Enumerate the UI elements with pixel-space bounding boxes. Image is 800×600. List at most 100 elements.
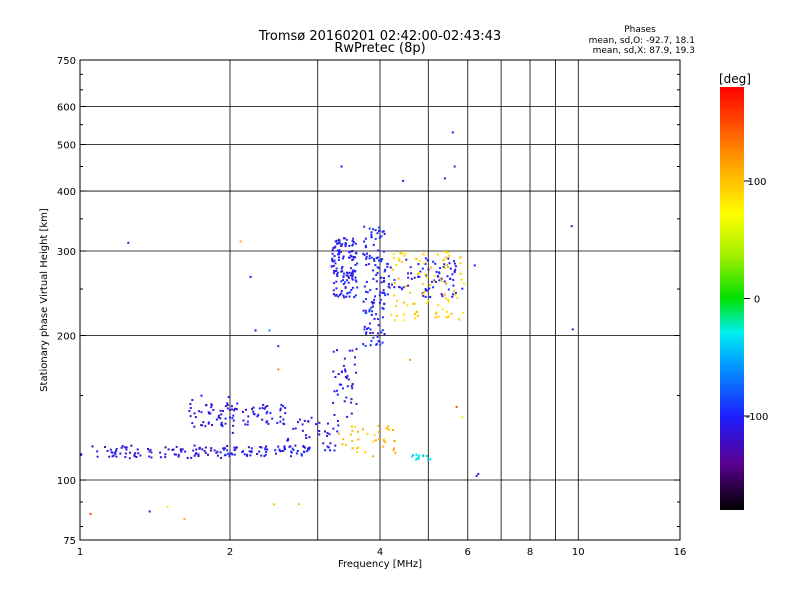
- data-point: [265, 412, 268, 415]
- data-point: [249, 275, 252, 278]
- data-point: [332, 350, 335, 353]
- data-point: [308, 436, 311, 439]
- data-point: [259, 446, 262, 448]
- data-point: [326, 445, 329, 448]
- data-point: [377, 430, 380, 433]
- data-point: [264, 406, 267, 409]
- data-point: [372, 336, 375, 339]
- data-point: [366, 252, 368, 255]
- data-point: [363, 285, 366, 288]
- data-point: [284, 406, 287, 409]
- data-point: [473, 264, 476, 267]
- data-point: [417, 275, 420, 278]
- data-point: [362, 309, 365, 312]
- data-point: [382, 250, 385, 253]
- data-point: [365, 281, 368, 283]
- data-point: [344, 242, 347, 245]
- data-point: [336, 273, 338, 276]
- data-point: [393, 257, 395, 260]
- data-point: [374, 295, 376, 298]
- data-point: [375, 288, 378, 290]
- data-point: [322, 442, 325, 445]
- data-point: [459, 262, 462, 265]
- data-point: [394, 451, 397, 454]
- data-point: [388, 428, 391, 431]
- data-point: [114, 451, 117, 454]
- data-point: [356, 430, 359, 433]
- data-point: [381, 307, 384, 310]
- data-point: [306, 450, 309, 453]
- data-point: [230, 452, 233, 455]
- data-point: [194, 416, 197, 418]
- data-point: [164, 453, 167, 456]
- data-point: [193, 454, 196, 457]
- data-point: [436, 275, 439, 278]
- data-point: [180, 450, 183, 453]
- data-point: [91, 445, 94, 448]
- data-point: [297, 503, 300, 506]
- data-point: [79, 454, 82, 456]
- data-point: [353, 363, 356, 366]
- data-point: [365, 255, 368, 258]
- data-point: [424, 295, 427, 298]
- data-point: [250, 447, 253, 450]
- data-point: [220, 413, 223, 416]
- data-point: [294, 427, 297, 430]
- data-point: [269, 412, 272, 415]
- data-point: [266, 410, 269, 413]
- data-point: [345, 274, 348, 277]
- data-point: [446, 251, 448, 254]
- data-point: [329, 449, 332, 452]
- data-point: [426, 302, 429, 305]
- data-points: [79, 131, 574, 520]
- data-point: [304, 446, 306, 449]
- data-point: [195, 448, 198, 451]
- data-point: [335, 287, 338, 290]
- data-point: [264, 447, 267, 450]
- data-point: [374, 229, 377, 232]
- data-point: [354, 276, 357, 279]
- data-point: [393, 278, 396, 281]
- data-point: [335, 239, 338, 242]
- data-point: [427, 458, 430, 461]
- data-point: [354, 270, 357, 273]
- data-point: [334, 444, 337, 447]
- data-point: [150, 451, 153, 454]
- data-point: [348, 250, 351, 253]
- data-point: [383, 440, 386, 443]
- data-point: [386, 262, 389, 265]
- data-point: [369, 289, 372, 292]
- data-point: [226, 449, 229, 452]
- data-point: [368, 308, 371, 311]
- data-point: [234, 448, 237, 451]
- data-point: [426, 289, 429, 292]
- data-point: [212, 409, 215, 411]
- data-point: [377, 249, 380, 252]
- data-point: [279, 409, 282, 412]
- data-point: [393, 319, 396, 322]
- colorbar: [720, 87, 744, 510]
- data-point: [232, 414, 235, 417]
- y-tick-label: 200: [57, 332, 76, 343]
- data-point: [371, 302, 374, 305]
- data-point: [350, 385, 353, 387]
- data-point: [204, 446, 207, 449]
- data-point: [337, 259, 340, 261]
- data-point: [336, 249, 339, 252]
- data-point: [342, 294, 345, 297]
- data-point: [355, 348, 358, 351]
- data-point: [346, 385, 349, 388]
- data-point: [343, 296, 346, 299]
- data-point: [195, 452, 198, 455]
- data-point: [344, 370, 347, 373]
- data-point: [341, 265, 344, 268]
- data-point: [382, 445, 385, 448]
- data-point: [341, 443, 344, 446]
- data-point: [114, 452, 117, 455]
- data-point: [343, 357, 346, 360]
- stats-x-line: mean, sd,X: 87.9, 19.3: [593, 46, 695, 56]
- data-point: [445, 256, 448, 259]
- colorbar-ticks: 100 0 -100: [744, 177, 768, 423]
- data-point: [221, 425, 224, 428]
- data-point: [124, 452, 127, 455]
